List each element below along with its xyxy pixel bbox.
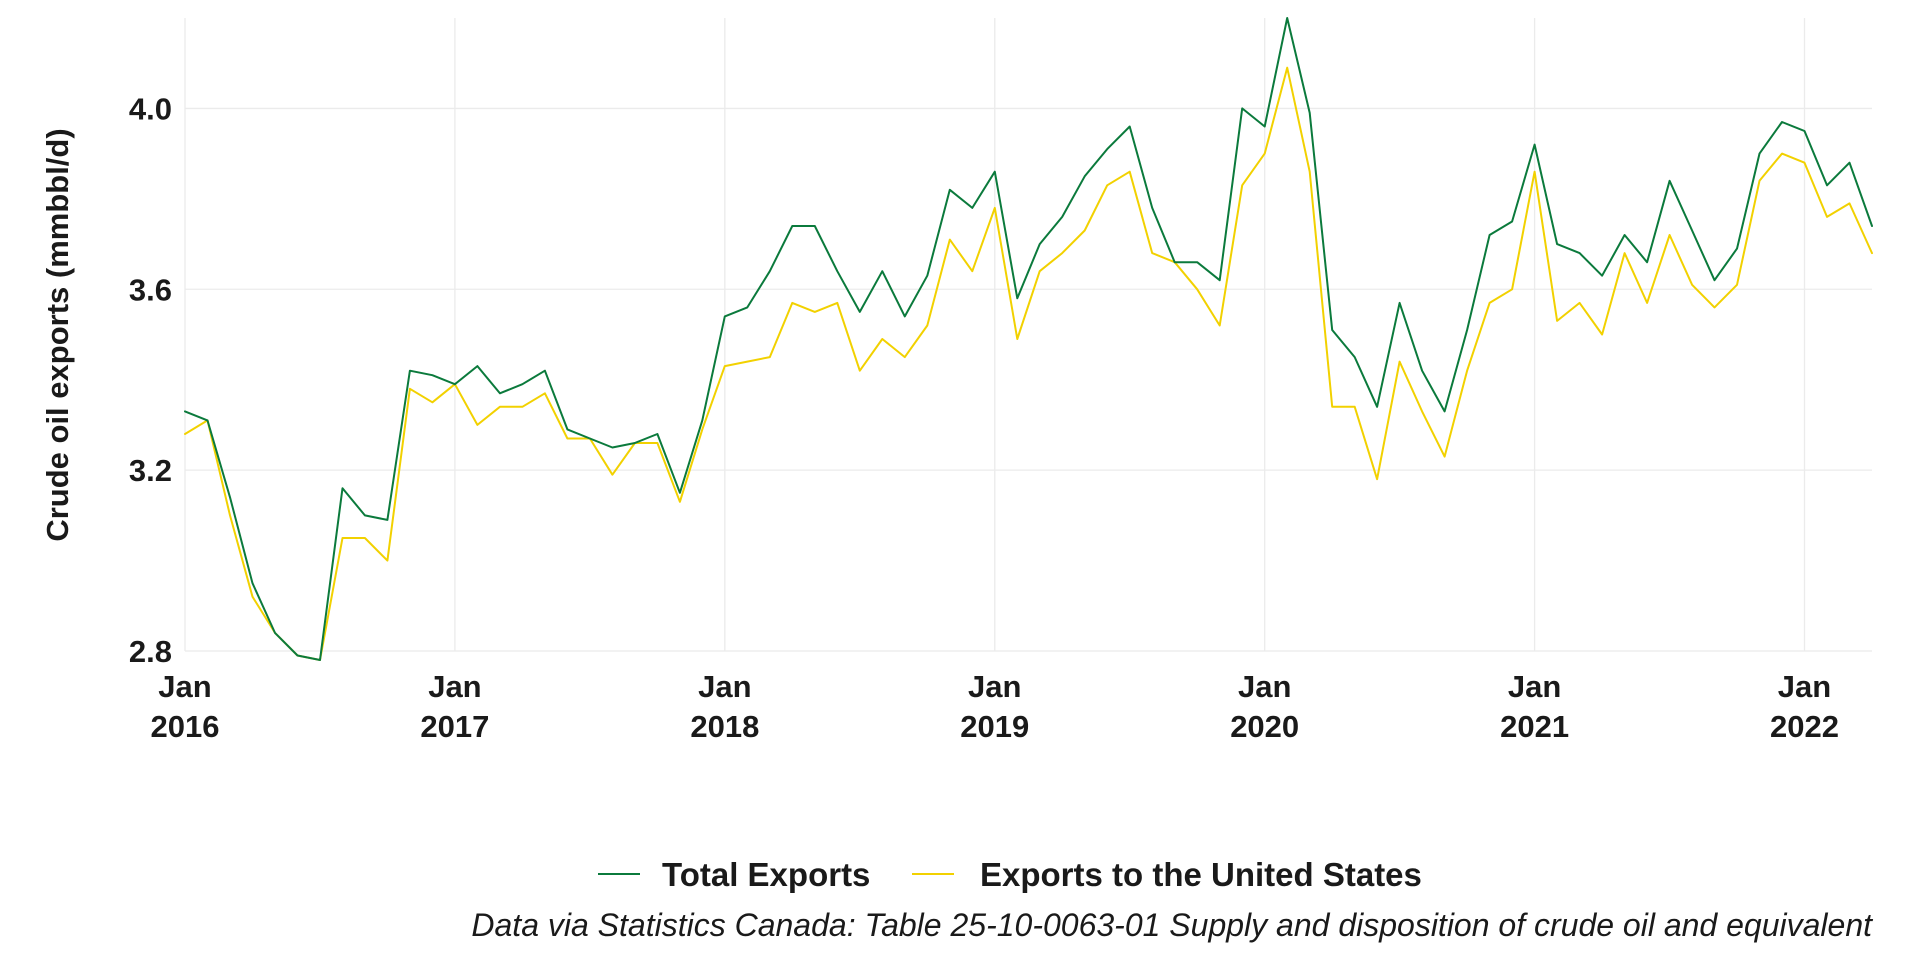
y-tick-label: 3.6 [129,272,172,307]
y-axis-ticks: 2.8 3.2 3.6 4.0 [129,91,172,669]
x-tick-label-month: Jan [698,669,751,704]
x-tick-label-year: 2021 [1500,709,1569,744]
y-tick-label: 2.8 [129,634,172,669]
x-tick-label-month: Jan [1778,669,1831,704]
x-tick-label-year: 2022 [1770,709,1839,744]
x-tick-label-year: 2016 [151,709,220,744]
gridlines [184,18,1872,652]
series-line-total-exports [184,17,1873,661]
series-lines [184,17,1873,661]
x-tick-label-month: Jan [158,669,211,704]
x-tick-label-month: Jan [1508,669,1561,704]
x-tick-label-month: Jan [1238,669,1291,704]
data-source-caption: Data via Statistics Canada: Table 25-10-… [471,907,1873,943]
x-tick-label-month: Jan [968,669,1021,704]
y-axis-title: Crude oil exports (mmbbl/d) [40,128,75,541]
x-tick-label-month: Jan [428,669,481,704]
y-tick-label: 3.2 [129,453,172,488]
series-line-exports-to-us [184,66,1873,661]
legend-label-total-exports: Total Exports [662,856,870,893]
x-tick-label-year: 2018 [690,709,759,744]
legend: Total Exports Exports to the United Stat… [598,856,1422,893]
y-tick-label: 4.0 [129,91,172,126]
legend-label-exports-to-us: Exports to the United States [980,856,1422,893]
x-tick-label-year: 2017 [420,709,489,744]
x-tick-label-year: 2019 [960,709,1029,744]
x-tick-label-year: 2020 [1230,709,1299,744]
x-axis-ticks: Jan 2016 Jan 2017 Jan 2018 Jan 2019 Jan 2020 Jan 20… [151,669,1839,744]
